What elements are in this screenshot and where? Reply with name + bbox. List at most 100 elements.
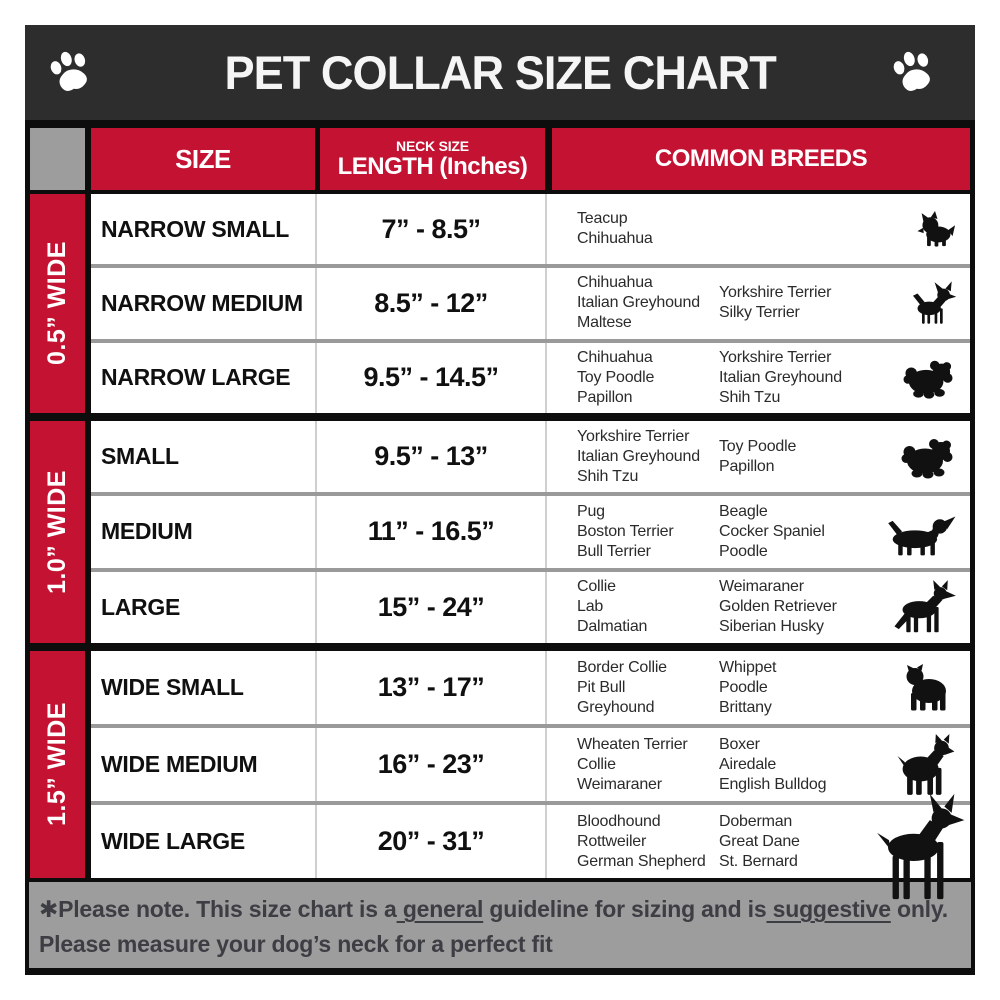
size-label: MEDIUM bbox=[101, 518, 193, 545]
breed-list: Beagle Cocker Spaniel Poodle bbox=[719, 502, 825, 560]
breed-list: Chihuahua Toy Poodle Papillon bbox=[577, 348, 655, 406]
size-label: LARGE bbox=[101, 593, 181, 620]
breeds-cell: Pug Boston Terrier Bull Terrier Beagle C… bbox=[547, 496, 970, 567]
column-divider bbox=[545, 805, 547, 878]
column-divider bbox=[545, 728, 547, 801]
neck-size-value: 11” - 16.5” bbox=[367, 516, 495, 547]
breeds-cell: Yorkshire Terrier Italian Greyhound Shih… bbox=[547, 421, 970, 492]
table-row: WIDE LARGE 20” - 31” Bloodhound Rottweil… bbox=[91, 793, 970, 900]
size-label: NARROW LARGE bbox=[101, 364, 291, 391]
column-divider bbox=[315, 268, 317, 339]
column-divider bbox=[545, 342, 547, 413]
breed-list: Boxer Airedale English Bulldog bbox=[719, 735, 827, 793]
size-label: WIDE MEDIUM bbox=[101, 751, 258, 777]
corner-spacer bbox=[30, 128, 85, 190]
breed-list: Toy Poodle Papillon bbox=[719, 437, 797, 475]
width-group-0.5: 0.5” WIDE NARROW SMALL 7” - 8.5” Teacup … bbox=[30, 194, 970, 413]
column-divider bbox=[315, 421, 317, 493]
breeds-cell: Wheaten Terrier Collie Weimaraner Boxer … bbox=[547, 728, 970, 801]
chihuahua-icon bbox=[904, 281, 958, 326]
column-divider bbox=[545, 651, 547, 724]
neck-size-value: 9.5” - 14.5” bbox=[363, 362, 499, 393]
table-row: NARROW LARGE 9.5” - 14.5” Chihuahua Toy … bbox=[91, 338, 970, 413]
breed-list: Pug Boston Terrier Bull Terrier bbox=[577, 502, 674, 560]
footer-note: ✱Please note. This size chart is a gener… bbox=[29, 882, 971, 968]
breed-list: Whippet Poodle Brittany bbox=[719, 658, 777, 716]
neck-size-value: 20” - 31” bbox=[377, 826, 485, 856]
column-divider bbox=[545, 194, 547, 265]
column-divider bbox=[315, 805, 317, 878]
column-divider bbox=[545, 496, 547, 568]
width-group-1.5: 1.5” WIDE WIDE SMALL 13” - 17” Border Co… bbox=[30, 651, 970, 900]
size-label: WIDE LARGE bbox=[101, 828, 245, 854]
neck-size-value: 13” - 17” bbox=[377, 672, 485, 702]
breed-list: Yorkshire Terrier Italian Greyhound Shih… bbox=[577, 427, 700, 485]
width-group-label: 1.5” WIDE bbox=[30, 651, 85, 878]
breed-list: Collie Lab Dalmatian bbox=[577, 578, 648, 636]
column-divider bbox=[315, 496, 317, 568]
size-label: SMALL bbox=[101, 443, 179, 470]
footer-note-line2: Please measure your dog’s neck for a per… bbox=[39, 931, 553, 957]
column-divider bbox=[545, 268, 547, 339]
breeds-cell: Border Collie Pit Bull Greyhound Whippet… bbox=[547, 651, 970, 724]
header-common-breeds: COMMON BREEDS bbox=[552, 128, 970, 190]
table-row: WIDE SMALL 13” - 17” Border Collie Pit B… bbox=[91, 651, 970, 724]
breeds-cell: Teacup Chihuahua bbox=[547, 194, 970, 264]
footer-note-line1: ✱Please note. This size chart is a gener… bbox=[39, 896, 948, 922]
column-divider bbox=[315, 342, 317, 413]
breeds-cell: Chihuahua Toy Poodle Papillon Yorkshire … bbox=[547, 343, 970, 413]
width-group-label: 0.5” WIDE bbox=[30, 194, 85, 413]
beagle-icon bbox=[884, 507, 958, 557]
breed-list: Doberman Great Dane St. Bernard bbox=[719, 812, 800, 870]
breed-list: Border Collie Pit Bull Greyhound bbox=[577, 658, 667, 716]
neck-size-value: 15” - 24” bbox=[377, 591, 485, 622]
neck-size-value: 8.5” - 12” bbox=[374, 287, 488, 318]
breed-list: Yorkshire Terrier Silky Terrier bbox=[719, 284, 832, 322]
size-label: WIDE SMALL bbox=[101, 674, 244, 700]
boxer-icon bbox=[890, 733, 958, 796]
breed-list: Yorkshire Terrier Italian Greyhound Shih… bbox=[719, 348, 842, 406]
underlined-word: general bbox=[396, 896, 484, 922]
table-row: NARROW SMALL 7” - 8.5” Teacup Chihuahua bbox=[91, 194, 970, 265]
pekingese-icon bbox=[898, 432, 958, 482]
table-row: MEDIUM 11” - 16.5” Pug Boston Terrier Bu… bbox=[91, 492, 970, 568]
neck-size-value: 9.5” - 13” bbox=[374, 441, 488, 472]
header-neck-size: NECK SIZE LENGTH (Inches) bbox=[320, 128, 545, 190]
column-header-row: SIZE NECK SIZE LENGTH (Inches) COMMON BR… bbox=[30, 128, 970, 190]
column-divider bbox=[315, 571, 317, 643]
table-row: WIDE MEDIUM 16” - 23” Wheaten Terrier Co… bbox=[91, 724, 970, 801]
pet-collar-size-chart: PET COLLAR SIZE CHART SIZE NECK SIZE LEN… bbox=[25, 25, 975, 975]
column-divider bbox=[315, 651, 317, 724]
neck-size-value: 16” - 23” bbox=[377, 749, 485, 779]
page-title: PET COLLAR SIZE CHART bbox=[224, 46, 776, 99]
breeds-cell: Chihuahua Italian Greyhound Maltese York… bbox=[547, 268, 970, 338]
breed-list: Wheaten Terrier Collie Weimaraner bbox=[577, 735, 688, 793]
table-row: NARROW MEDIUM 8.5” - 12” Chihuahua Itali… bbox=[91, 264, 970, 339]
pit-bull-icon bbox=[898, 663, 958, 713]
neck-size-value: 7” - 8.5” bbox=[381, 213, 481, 244]
size-label: NARROW SMALL bbox=[101, 215, 290, 242]
breed-list: Bloodhound Rottweiler German Shepherd bbox=[577, 812, 706, 870]
breeds-cell: Bloodhound Rottweiler German Shepherd Do… bbox=[547, 793, 970, 900]
column-divider bbox=[315, 728, 317, 801]
shih-tzu-icon bbox=[900, 354, 958, 402]
underlined-word: suggestive bbox=[766, 896, 891, 922]
column-divider bbox=[315, 194, 317, 265]
header-size: SIZE bbox=[91, 128, 315, 190]
width-group-1.0: 1.0” WIDE SMALL 9.5” - 13” Yorkshire Ter… bbox=[30, 421, 970, 643]
breeds-cell: Collie Lab Dalmatian Weimaraner Golden R… bbox=[547, 572, 970, 643]
breed-list: Teacup Chihuahua bbox=[577, 210, 653, 248]
breed-list: Weimaraner Golden Retriever Siberian Hus… bbox=[719, 578, 837, 636]
paw-icon bbox=[44, 45, 96, 104]
german-shepherd-icon bbox=[888, 580, 958, 634]
yorkshire-terrier-icon bbox=[912, 210, 958, 248]
doberman-icon bbox=[868, 792, 968, 901]
column-divider bbox=[545, 421, 547, 493]
size-label: NARROW MEDIUM bbox=[101, 289, 303, 316]
width-group-label: 1.0” WIDE bbox=[30, 421, 85, 643]
column-divider bbox=[545, 571, 547, 643]
breed-list: Chihuahua Italian Greyhound Maltese bbox=[577, 274, 700, 332]
table-row: SMALL 9.5” - 13” Yorkshire Terrier Itali… bbox=[91, 421, 970, 493]
table-row: LARGE 15” - 24” Collie Lab Dalmatian Wei… bbox=[91, 567, 970, 643]
title-bar: PET COLLAR SIZE CHART bbox=[25, 25, 975, 120]
